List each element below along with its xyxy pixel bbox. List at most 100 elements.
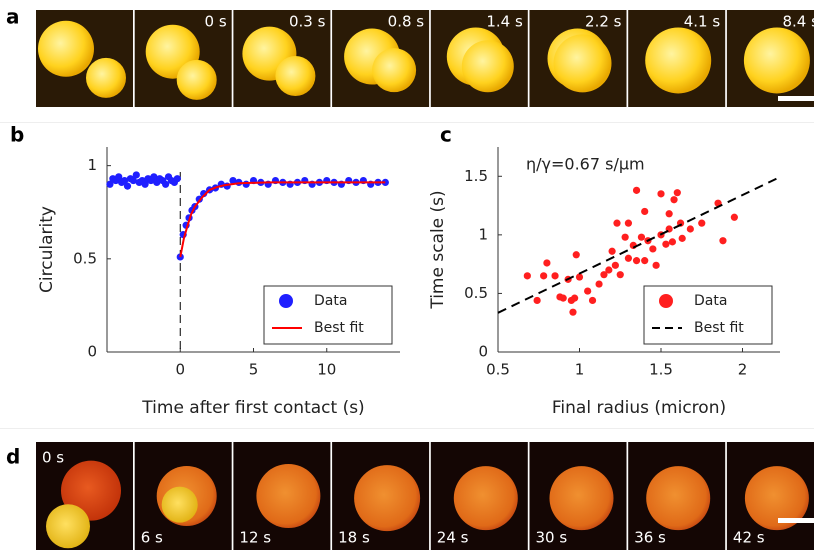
data-point: [686, 225, 694, 233]
y-tick-label: 1.5: [464, 167, 488, 185]
data-point: [621, 233, 629, 241]
y-tick-label: 0: [478, 343, 488, 361]
x-tick-label: 2: [738, 361, 748, 379]
data-point: [229, 176, 237, 185]
frame-time-label: 24 s: [437, 529, 469, 547]
data-point: [698, 219, 706, 227]
data-point: [730, 213, 738, 221]
data-point: [595, 280, 603, 288]
data-point: [608, 247, 616, 255]
data-point: [670, 196, 678, 204]
droplet: [161, 486, 198, 523]
frame-time-label: 36 s: [634, 529, 666, 547]
data-point: [540, 272, 548, 280]
frame-time-label: 2.2 s: [585, 13, 622, 31]
droplet: [256, 464, 321, 528]
x-tick-label: 5: [249, 361, 259, 379]
frame-time-label: 0 s: [205, 13, 227, 31]
frame-time-label: 18 s: [338, 529, 370, 547]
data-point: [641, 257, 649, 265]
frame-time-label: 0 s: [42, 449, 64, 467]
data-point: [665, 210, 673, 218]
legend-marker: [659, 294, 673, 308]
data-point: [632, 257, 641, 265]
data-point: [605, 266, 613, 274]
micrograph-frame: 36 s: [628, 442, 726, 550]
x-tick-label: 1: [575, 361, 585, 379]
micrograph-frame: 1.4 s: [430, 10, 528, 107]
micrograph-frame: 0 s: [134, 10, 232, 107]
micrograph-frame: 42 s: [726, 442, 814, 550]
y-tick-label: 0.5: [73, 249, 97, 267]
data-point: [719, 237, 727, 245]
data-point: [106, 180, 114, 188]
data-point: [533, 296, 541, 305]
data-point: [572, 251, 580, 259]
frame-time-label: 42 s: [733, 529, 765, 547]
x-tick-label: 0.5: [486, 361, 510, 379]
droplet: [38, 20, 94, 77]
data-point: [575, 273, 584, 281]
data-point: [543, 259, 551, 267]
data-point: [559, 294, 567, 302]
data-point: [123, 182, 132, 190]
data-point: [129, 176, 137, 185]
frame-time-label: 0.3 s: [289, 13, 326, 31]
data-point: [569, 308, 577, 316]
x-axis-label: Final radius (micron): [552, 398, 726, 418]
legend-label: Best fit: [694, 320, 744, 336]
legend-marker: [279, 294, 293, 308]
y-axis-label: Time scale (s): [428, 190, 448, 309]
annotation: η/γ=0.67 s/μm: [526, 155, 645, 174]
legend-label: Best fit: [314, 320, 364, 336]
panel-letter: c: [440, 123, 452, 147]
data-point: [600, 271, 608, 279]
micrograph-frame: 12 s: [233, 442, 331, 550]
scale-bar: [778, 96, 814, 101]
micrograph-frame: 24 s: [430, 442, 528, 550]
micrograph-frame: 4.1 s: [628, 10, 726, 107]
droplet: [743, 27, 810, 94]
y-tick-label: 0.5: [464, 284, 488, 302]
data-point: [637, 233, 646, 241]
data-point: [571, 294, 579, 302]
micrograph-frame: [36, 10, 133, 107]
data-point: [162, 180, 170, 188]
frame-time-label: 1.4 s: [486, 13, 523, 31]
data-point: [120, 176, 129, 185]
frame-time-label: 0.8 s: [388, 13, 425, 31]
panel-divider: [0, 428, 814, 429]
data-point: [523, 272, 531, 280]
frame-time-label: 12 s: [239, 529, 271, 547]
fit-line: [179, 181, 386, 258]
micrograph-frame: 30 s: [529, 442, 627, 550]
data-point: [611, 261, 619, 269]
fit-line: [497, 176, 781, 314]
x-tick-label: 0: [175, 361, 185, 379]
legend-label: Data: [314, 293, 347, 309]
data-point: [657, 190, 665, 198]
data-point: [613, 219, 621, 227]
droplet: [549, 466, 614, 531]
legend-label: Data: [694, 293, 727, 309]
data-point: [115, 173, 123, 181]
data-point: [150, 173, 158, 181]
frame-time-label: 30 s: [536, 529, 568, 547]
data-point: [551, 272, 559, 280]
data-point: [173, 175, 181, 183]
droplet: [646, 466, 711, 531]
y-axis-label: Circularity: [37, 206, 57, 293]
micrograph-frame: 0.3 s: [233, 10, 331, 107]
micrograph-frame: 8.4 s: [726, 10, 814, 107]
data-point: [668, 238, 677, 246]
micrograph-frame: 2.2 s: [529, 10, 627, 107]
droplet: [176, 59, 217, 100]
data-point: [616, 271, 624, 279]
x-tick-label: 1.5: [649, 361, 673, 379]
droplet: [744, 466, 809, 531]
data-point: [673, 189, 681, 197]
data-point: [381, 178, 389, 187]
data-point: [242, 180, 250, 188]
data-point: [588, 296, 597, 305]
